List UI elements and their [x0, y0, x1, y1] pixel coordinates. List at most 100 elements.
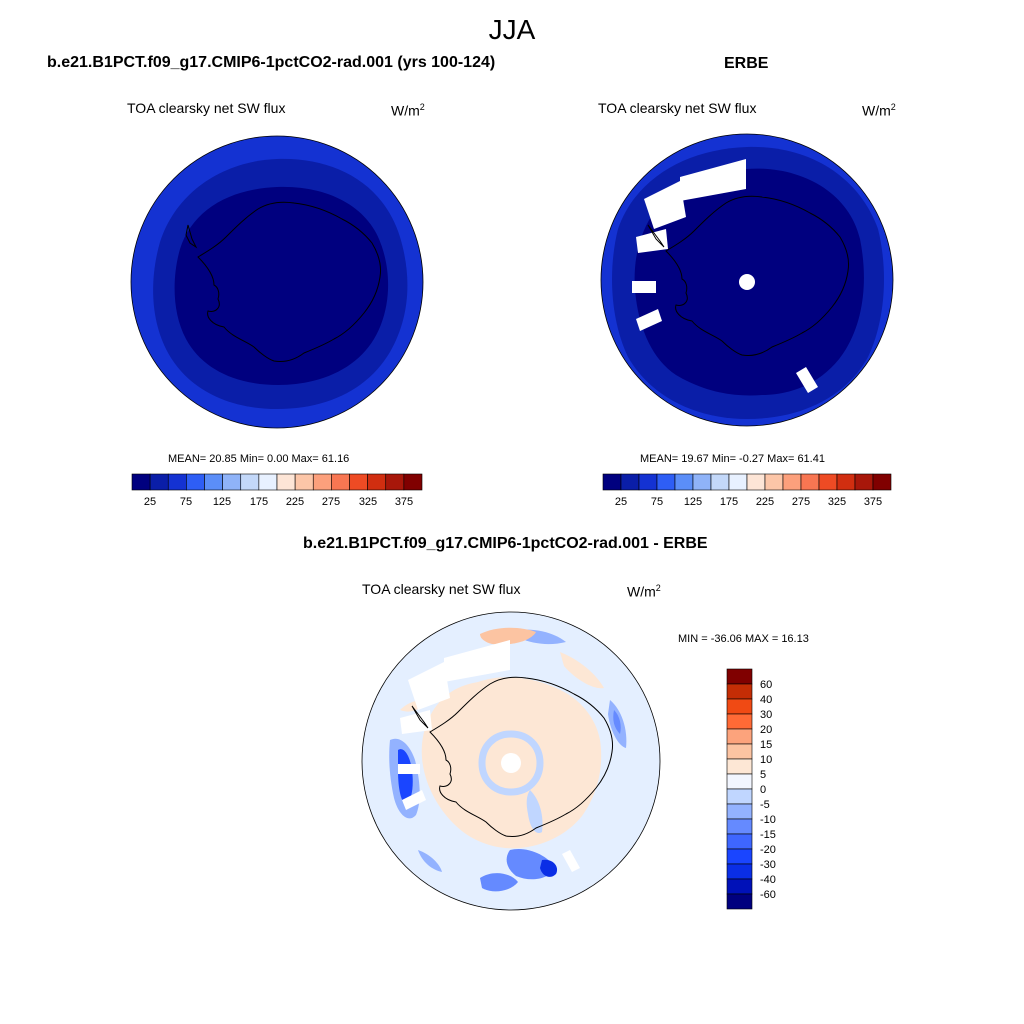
colorbar-box: [726, 863, 753, 880]
panel1-colorbar: 25 75 125 175 225 275 325 375: [131, 473, 423, 508]
colorbar-tick: 225: [756, 496, 774, 508]
colorbar-tick: -5: [760, 799, 770, 811]
panel2-map-border: [600, 133, 894, 427]
panel1-colorbar-ticks: 25 75 125 175 225 275 325 375: [144, 496, 413, 508]
colorbar-box: [131, 473, 151, 491]
panel2-stats: MEAN= 19.67 Min= -0.27 Max= 61.41: [640, 453, 825, 465]
colorbar-box: [403, 473, 423, 491]
colorbar-box: [312, 473, 332, 491]
colorbar-tick: 25: [615, 496, 627, 508]
panel3-stats: MIN = -36.06 MAX = 16.13: [678, 633, 809, 645]
panel3-polar-map: [361, 611, 661, 911]
colorbar-tick: 275: [792, 496, 810, 508]
panel2-variable-label: TOA clearsky net SW flux: [598, 100, 757, 116]
colorbar-tick: 5: [760, 769, 766, 781]
colorbar-box: [872, 473, 892, 491]
colorbar-box: [782, 473, 802, 491]
panel3-map-border: [361, 611, 661, 911]
panel1-title: b.e21.B1PCT.f09_g17.CMIP6-1pctCO2-rad.00…: [47, 54, 496, 71]
panel2-missing-data: [632, 159, 818, 393]
panel3-colorbar: 60 40 30 20 15 10 5 0 -5 -10 -15 -20 -30…: [726, 668, 776, 910]
colorbar-box: [638, 473, 658, 491]
colorbar-box: [258, 473, 278, 491]
colorbar-box: [167, 473, 187, 491]
colorbar-box: [726, 893, 753, 910]
panel3-ring: [478, 730, 544, 796]
colorbar-box: [710, 473, 730, 491]
colorbar-box: [149, 473, 169, 491]
panel2-colorbar: 25 75 125 175 225 275 325 375: [602, 473, 892, 508]
colorbar-tick: 375: [395, 496, 413, 508]
colorbar-tick: -40: [760, 874, 776, 886]
colorbar-tick: 15: [760, 739, 772, 751]
colorbar-box: [726, 818, 753, 835]
panel1-variable-label: TOA clearsky net SW flux: [127, 100, 286, 116]
colorbar-box: [294, 473, 314, 491]
panel3-title: b.e21.B1PCT.f09_g17.CMIP6-1pctCO2-rad.00…: [303, 535, 708, 552]
colorbar-box: [726, 713, 753, 730]
panel3-negative-patches: [389, 629, 627, 892]
panel3-variable-label: TOA clearsky net SW flux: [362, 581, 521, 597]
colorbar-tick: 40: [760, 694, 772, 706]
panel1-polar-map: [130, 135, 424, 429]
colorbar-box: [656, 473, 676, 491]
colorbar-tick: 175: [720, 496, 738, 508]
panel1-zone-inner: [174, 186, 389, 385]
colorbar-tick: -15: [760, 829, 776, 841]
panel3-missing-data: [398, 640, 580, 872]
colorbar-box: [836, 473, 856, 491]
panel2-title: ERBE: [724, 55, 769, 72]
colorbar-tick: -60: [760, 889, 776, 901]
colorbar-tick: 25: [144, 496, 156, 508]
colorbar-box: [726, 683, 753, 700]
colorbar-box: [726, 833, 753, 850]
colorbar-box: [726, 728, 753, 745]
colorbar-tick: -30: [760, 859, 776, 871]
figure-title: JJA: [488, 14, 536, 45]
colorbar-box: [222, 473, 242, 491]
panel3-antarctica-coastline: [411, 676, 613, 837]
colorbar-box: [204, 473, 223, 491]
colorbar-tick: -20: [760, 844, 776, 856]
colorbar-box: [674, 473, 694, 491]
colorbar-tick: 175: [250, 496, 268, 508]
colorbar-tick: 30: [760, 709, 772, 721]
colorbar-box: [728, 473, 748, 491]
colorbar-box: [726, 878, 753, 895]
colorbar-box: [746, 473, 766, 491]
colorbar-box: [800, 473, 820, 491]
colorbar-tick: 75: [180, 496, 192, 508]
colorbar-tick: 75: [651, 496, 663, 508]
colorbar-box: [186, 473, 205, 491]
colorbar-box: [726, 773, 753, 790]
colorbar-box: [331, 473, 350, 491]
colorbar-box: [367, 473, 387, 491]
colorbar-tick: 375: [864, 496, 882, 508]
colorbar-tick: 225: [286, 496, 304, 508]
colorbar-box: [385, 473, 405, 491]
colorbar-tick: 325: [828, 496, 846, 508]
colorbar-box: [276, 473, 296, 491]
colorbar-box: [764, 473, 784, 491]
colorbar-box: [726, 758, 753, 775]
colorbar-tick: 125: [213, 496, 231, 508]
colorbar-box: [240, 473, 260, 491]
panel2-units: W/m2: [862, 102, 896, 119]
colorbar-box: [620, 473, 640, 491]
colorbar-box: [726, 803, 753, 820]
colorbar-box: [818, 473, 838, 491]
panel1-stats: MEAN= 20.85 Min= 0.00 Max= 61.16: [168, 453, 350, 465]
colorbar-box: [854, 473, 874, 491]
colorbar-box: [726, 668, 753, 685]
colorbar-box: [726, 698, 753, 715]
panel3-colorbar-ticks: 60 40 30 20 15 10 5 0 -5 -10 -15 -20 -30…: [760, 679, 776, 901]
colorbar-box: [349, 473, 368, 491]
colorbar-box: [726, 788, 753, 805]
colorbar-box: [692, 473, 712, 491]
panel2-antarctica-coastline: [647, 195, 849, 356]
colorbar-box: [726, 743, 753, 760]
colorbar-tick: 10: [760, 754, 772, 766]
colorbar-box: [602, 473, 622, 491]
panel1-map-border: [130, 135, 424, 429]
colorbar-tick: 275: [322, 496, 340, 508]
